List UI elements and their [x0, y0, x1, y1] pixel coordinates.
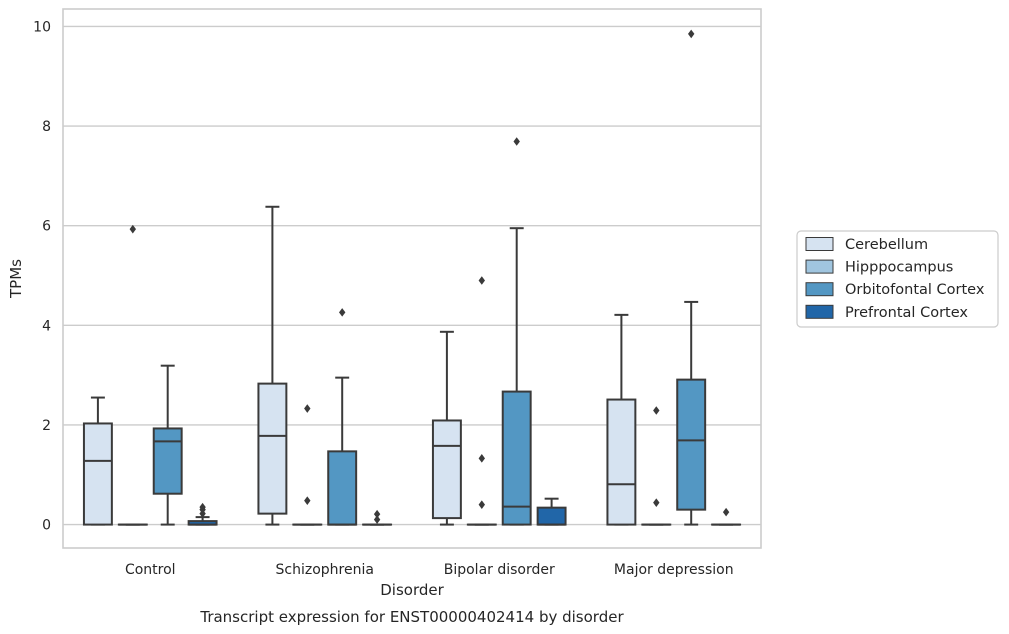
- box-iqr: [152, 427, 183, 495]
- box-iqr: [676, 378, 707, 511]
- box-orbitofontal-cortex: [676, 29, 707, 526]
- box-hipppocampus: [117, 224, 148, 526]
- legend-swatch: [805, 237, 834, 251]
- y-tick-label: 4: [42, 318, 51, 334]
- box-iqr: [536, 506, 567, 526]
- outlier-point: [513, 137, 520, 146]
- box-iqr: [431, 419, 462, 520]
- box-orbitofontal-cortex: [152, 364, 183, 526]
- box-iqr: [327, 450, 358, 526]
- legend-label: Prefrontal Cortex: [845, 305, 968, 321]
- y-tick-label: 8: [42, 119, 51, 135]
- outlier-point: [129, 224, 136, 234]
- outlier-point: [478, 454, 485, 463]
- x-axis-title: Disorder: [380, 581, 444, 599]
- outlier-point: [653, 406, 660, 415]
- box-prefrontal-cortex: [187, 502, 218, 526]
- y-axis-ticks: 0 2 4 6 8 10: [33, 19, 51, 533]
- outlier-point: [339, 308, 346, 317]
- x-tick-label: Schizophrenia: [276, 562, 374, 578]
- box-hipppocampus: [466, 276, 497, 526]
- y-axis-title: TPMs: [7, 259, 25, 299]
- y-tick-label: 2: [42, 418, 51, 434]
- outlier-point: [653, 498, 660, 507]
- plot-frame: [62, 8, 762, 549]
- legend-swatch: [805, 304, 834, 319]
- legend-label: Hipppocampus: [845, 260, 953, 276]
- legend: Cerebellum Hipppocampus Orbitofontal Corte…: [796, 230, 999, 328]
- y-tick-label: 6: [42, 219, 51, 235]
- box-prefrontal-cortex: [711, 507, 742, 526]
- x-tick-label: Bipolar disorder: [444, 562, 555, 578]
- outlier-point: [304, 404, 311, 413]
- y-tick-label: 0: [42, 518, 51, 534]
- outlier-point: [478, 500, 485, 509]
- outlier-point: [373, 509, 381, 519]
- box-orbitofontal-cortex: [501, 137, 532, 526]
- box-cerebellum: [82, 396, 113, 526]
- box-iqr: [257, 382, 288, 515]
- box-iqr: [82, 422, 113, 526]
- box-plot-marks: [82, 29, 742, 526]
- legend-swatch: [805, 259, 834, 274]
- box-iqr: [606, 398, 637, 526]
- outlier-point: [688, 29, 695, 39]
- x-axis-ticks: Control Schizophrenia Bipolar disorder Majo…: [125, 562, 734, 578]
- outlier-point: [722, 507, 730, 517]
- box-orbitofontal-cortex: [327, 308, 358, 526]
- outlier-point: [478, 276, 485, 285]
- outlier-point: [199, 509, 206, 518]
- box-cerebellum: [606, 313, 637, 526]
- legend-frame: [796, 230, 999, 328]
- chart-caption: Transcript expression for ENST0000040241…: [199, 608, 624, 626]
- legend-label: Cerebellum: [845, 237, 928, 253]
- box-prefrontal-cortex: [536, 497, 567, 526]
- legend-swatch: [805, 282, 834, 297]
- legend-label: Orbitofontal Cortex: [845, 282, 985, 298]
- outlier-point: [373, 515, 381, 524]
- box-hipppocampus: [292, 404, 323, 526]
- y-tick-label: 10: [33, 19, 51, 35]
- box-cerebellum: [257, 205, 288, 526]
- box-iqr: [501, 390, 532, 526]
- box-hipppocampus: [641, 406, 672, 526]
- box-cerebellum: [431, 330, 462, 526]
- outlier-point: [304, 496, 311, 505]
- x-tick-label: Control: [125, 562, 176, 578]
- box-prefrontal-cortex: [362, 509, 393, 526]
- x-tick-label: Major depression: [614, 562, 734, 578]
